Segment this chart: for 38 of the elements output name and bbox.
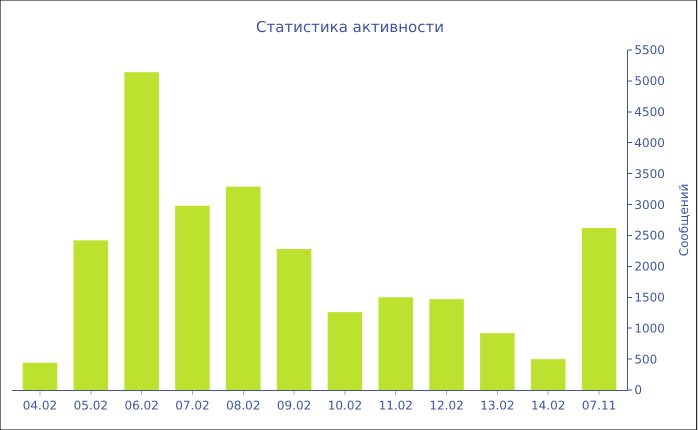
bar bbox=[530, 359, 566, 390]
y-tick-label: 4000 bbox=[634, 136, 665, 150]
bar bbox=[124, 72, 159, 390]
y-tick-label: 0 bbox=[634, 383, 642, 398]
bar bbox=[22, 362, 58, 390]
x-tick-label: 04.02 bbox=[22, 398, 58, 412]
bar bbox=[429, 299, 464, 390]
y-tick-label: 1500 bbox=[634, 290, 665, 304]
bar bbox=[582, 228, 616, 390]
x-tick-label: 07.11 bbox=[582, 398, 616, 412]
chart-title: Статистика активности bbox=[256, 18, 444, 36]
x-tick-label: 09.02 bbox=[276, 398, 312, 412]
x-tick-label: 12.02 bbox=[429, 398, 464, 412]
y-tick-label: 500 bbox=[634, 352, 658, 366]
x-tick-label: 10.02 bbox=[328, 398, 362, 412]
bar bbox=[328, 312, 362, 390]
x-tick-label: 13.02 bbox=[480, 398, 515, 412]
y-tick-label: 2500 bbox=[634, 228, 665, 243]
y-tick-label: 3500 bbox=[634, 166, 665, 181]
y-tick-label: 4500 bbox=[634, 105, 665, 120]
bar bbox=[74, 240, 108, 390]
bar bbox=[175, 206, 210, 390]
x-tick-label: 05.02 bbox=[74, 398, 108, 412]
y-tick-label: 1000 bbox=[634, 321, 665, 336]
y-tick-label: 5000 bbox=[634, 74, 665, 88]
bar bbox=[276, 249, 312, 390]
y-tick-label: 2000 bbox=[634, 260, 665, 274]
bar bbox=[480, 333, 515, 390]
y-axis-title: Сообщений bbox=[676, 184, 691, 256]
x-tick-label: 14.02 bbox=[531, 398, 566, 412]
y-tick-label: 5500 bbox=[634, 43, 665, 58]
bar bbox=[378, 297, 414, 390]
bar bbox=[226, 186, 261, 390]
x-tick-label: 06.02 bbox=[124, 398, 159, 412]
y-tick-label: 3000 bbox=[634, 198, 665, 212]
x-tick-label: 11.02 bbox=[378, 398, 413, 412]
x-tick-label: 07.02 bbox=[175, 398, 210, 412]
x-tick-label: 08.02 bbox=[226, 398, 260, 412]
